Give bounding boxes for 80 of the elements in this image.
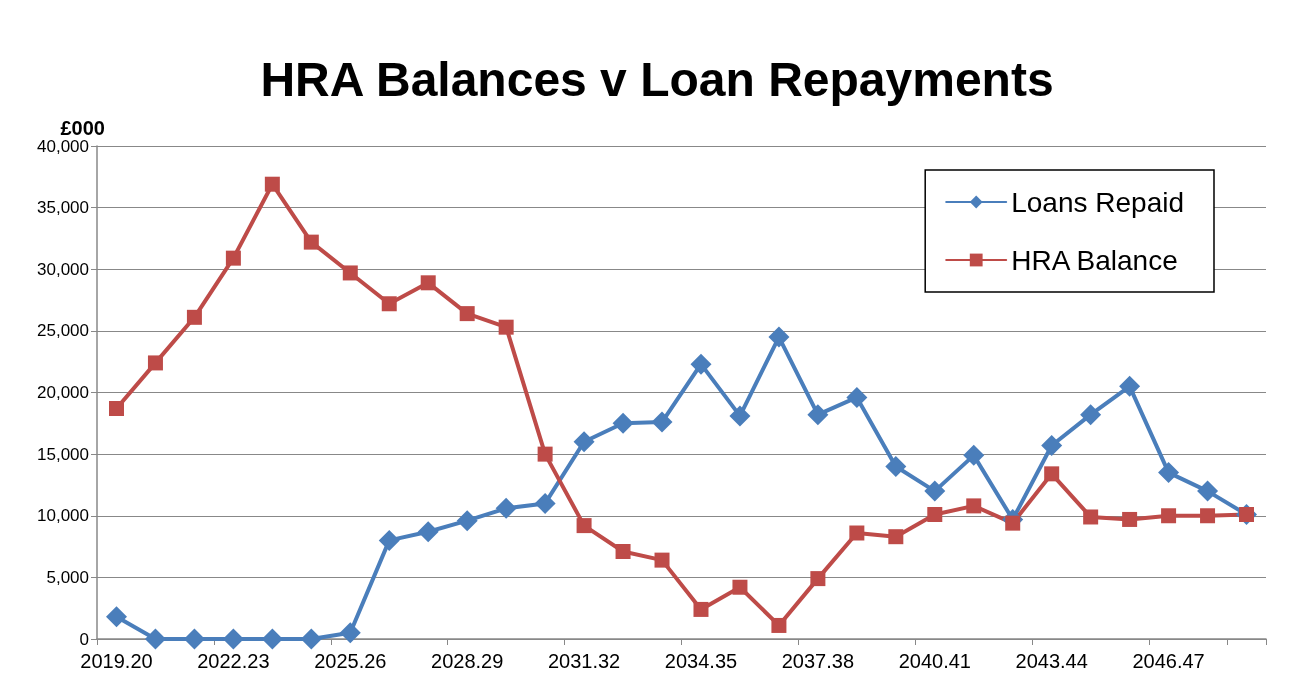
y-tick-label: 5,000 xyxy=(46,567,89,587)
point xyxy=(1005,515,1021,531)
point xyxy=(342,265,358,281)
y-tick-label: 30,000 xyxy=(37,259,89,279)
point xyxy=(1083,509,1099,525)
point xyxy=(654,552,670,568)
point xyxy=(144,628,166,650)
point xyxy=(537,446,553,462)
x-tick-label: 2025.26 xyxy=(314,650,387,672)
x-tick-label: 2031.32 xyxy=(547,650,621,672)
point xyxy=(456,510,478,532)
point xyxy=(963,444,985,466)
point xyxy=(459,306,475,322)
point xyxy=(729,405,751,427)
point xyxy=(1158,462,1180,484)
point xyxy=(183,628,205,650)
point xyxy=(690,353,712,375)
point xyxy=(651,411,673,433)
point xyxy=(261,628,283,650)
point xyxy=(381,296,397,312)
point xyxy=(417,521,439,543)
point xyxy=(612,412,634,434)
point xyxy=(300,628,322,650)
point xyxy=(534,492,556,514)
point xyxy=(573,431,595,453)
point xyxy=(1041,435,1063,456)
point xyxy=(732,579,748,595)
point xyxy=(105,606,127,628)
legend-label: Loans Repaid xyxy=(1011,186,1185,218)
y-tick-label: 10,000 xyxy=(37,506,89,526)
point xyxy=(495,497,517,519)
point xyxy=(339,622,361,644)
point xyxy=(420,275,436,291)
point xyxy=(615,543,631,559)
x-tick-label: 2046.47 xyxy=(1132,650,1205,672)
point xyxy=(693,601,709,617)
point xyxy=(186,309,202,325)
y-tick-label: 35,000 xyxy=(37,198,89,218)
point xyxy=(225,250,241,266)
y-tick-label: 0 xyxy=(79,629,89,649)
x-tick-label: 2043.44 xyxy=(1015,650,1088,672)
chart-title: HRA Balances v Loan Repayments xyxy=(260,52,1054,106)
point xyxy=(966,498,982,514)
point xyxy=(222,628,244,650)
x-tick-label: 2037.38 xyxy=(781,650,855,672)
point xyxy=(885,455,907,477)
point xyxy=(846,386,868,408)
point xyxy=(303,234,319,250)
point xyxy=(147,355,163,371)
point xyxy=(108,401,124,417)
point xyxy=(1080,404,1102,426)
point xyxy=(807,404,829,426)
point xyxy=(927,507,943,523)
point xyxy=(768,326,790,348)
y-tick-label: 40,000 xyxy=(37,136,89,156)
point xyxy=(498,319,514,335)
point xyxy=(1197,480,1219,502)
x-tick-label: 2019.20 xyxy=(80,650,153,672)
point xyxy=(576,518,592,534)
x-tick-label: 2028.29 xyxy=(431,650,504,672)
y-tick-label: 20,000 xyxy=(37,383,89,402)
point xyxy=(378,529,400,551)
x-tick-label: 2034.35 xyxy=(664,650,738,672)
point xyxy=(849,525,865,541)
point xyxy=(1161,508,1177,524)
y-axis-title: £000 xyxy=(60,116,105,139)
y-tick-label: 25,000 xyxy=(37,321,89,341)
point xyxy=(924,480,946,502)
x-tick-label: 2040.41 xyxy=(898,650,971,672)
legend-label: HRA Balance xyxy=(1011,244,1178,276)
point xyxy=(264,176,280,192)
point xyxy=(1200,508,1216,524)
point xyxy=(771,617,787,633)
point xyxy=(810,571,826,587)
point xyxy=(1119,375,1141,397)
point xyxy=(1044,466,1060,482)
point xyxy=(1122,511,1138,527)
point xyxy=(888,529,904,545)
x-tick-label: 2022.23 xyxy=(197,650,270,672)
y-tick-label: 15,000 xyxy=(37,444,89,464)
